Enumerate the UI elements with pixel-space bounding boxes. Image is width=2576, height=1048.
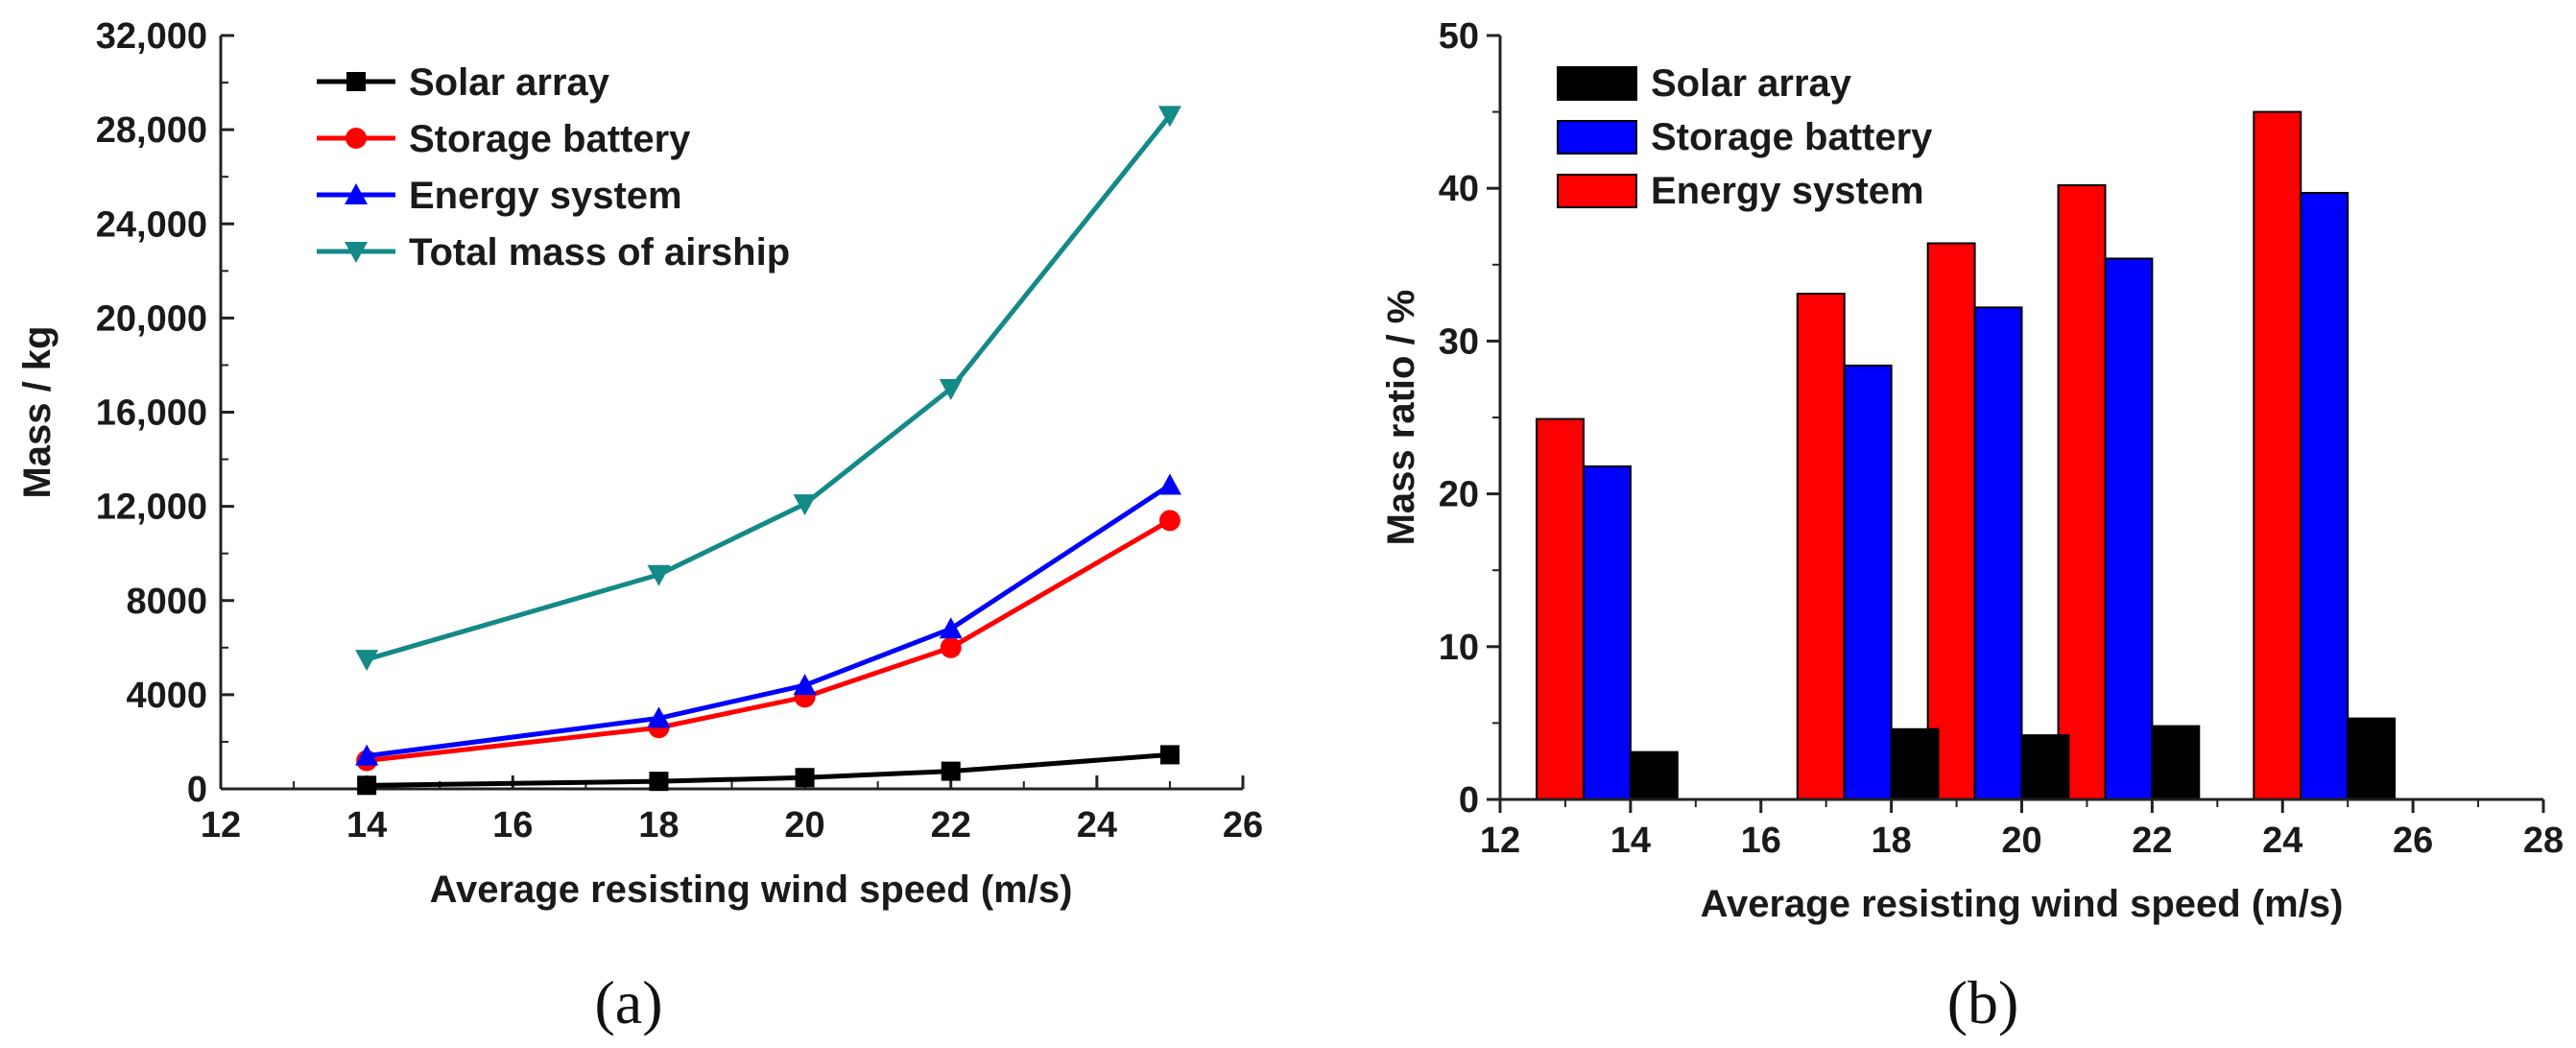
bar xyxy=(1629,750,1679,801)
legend-marker xyxy=(346,72,366,91)
data-point xyxy=(1159,745,1180,765)
bar xyxy=(1926,242,1976,800)
data-point xyxy=(793,674,817,696)
bar xyxy=(1843,364,1893,800)
y-tick-label: 12,000 xyxy=(96,488,207,528)
bar xyxy=(1536,417,1585,800)
x-tick-label: 24 xyxy=(1077,805,1117,846)
x-tick-label: 18 xyxy=(638,805,679,846)
legend: Solar array Storage battery Energy system xyxy=(1557,62,1933,212)
panel-label-a: (a) xyxy=(594,968,662,1036)
legend-label: Total mass of airship xyxy=(409,231,790,274)
legend-marker xyxy=(346,128,367,149)
legend-label: Solar array xyxy=(1651,62,1852,105)
data-point xyxy=(355,744,379,766)
data-point xyxy=(939,378,963,400)
y-tick-label: 20,000 xyxy=(96,298,207,339)
data-point xyxy=(647,706,671,728)
data-point xyxy=(941,761,961,781)
y-tick-label: 0 xyxy=(187,770,207,810)
legend-swatch xyxy=(1557,120,1637,155)
y-tick-label: 24,000 xyxy=(96,204,207,245)
series-line xyxy=(366,483,1172,759)
legend-label: Energy system xyxy=(1651,170,1924,212)
data-point xyxy=(939,617,963,639)
bar xyxy=(2104,257,2154,800)
y-tick-label: 30 xyxy=(1439,322,1479,362)
x-tick-label: 26 xyxy=(1223,805,1263,846)
bar xyxy=(1973,306,2023,801)
y-axis-title: Mass ratio / % xyxy=(1380,290,1422,546)
y-axis-title: Mass / kg xyxy=(16,325,59,498)
panel-label-b: (b) xyxy=(1947,968,2019,1036)
bar xyxy=(1796,293,1846,801)
bars-energy-system xyxy=(1536,110,2302,801)
data-point xyxy=(355,650,379,672)
y-tick-label: 4000 xyxy=(126,676,207,716)
series-energy-system xyxy=(355,473,1181,766)
bar xyxy=(1890,727,1940,801)
series-line xyxy=(367,751,1171,788)
legend-label: Storage battery xyxy=(409,118,691,160)
y-tick-label: 40 xyxy=(1439,169,1479,209)
legend-marker xyxy=(345,183,368,204)
y-tick-label: 8000 xyxy=(126,582,207,622)
x-tick-label: 14 xyxy=(346,805,387,846)
x-tick-label: 26 xyxy=(2393,821,2433,861)
y-tick-label: 32,000 xyxy=(96,16,207,57)
x-tick-label: 16 xyxy=(1741,821,1781,861)
chart-b: 0 10 20 30 40 50 12 14 16 18 20 22 24 26 28 Average res… xyxy=(1380,16,2564,1036)
legend-marker xyxy=(345,242,368,263)
y-tick-label: 0 xyxy=(1459,780,1479,821)
data-point xyxy=(647,564,671,586)
data-point xyxy=(795,768,815,788)
data-point xyxy=(1157,473,1181,495)
x-tick-label: 16 xyxy=(492,805,533,846)
bar xyxy=(2300,191,2349,800)
legend: Solar array Storage battery Energy system T… xyxy=(317,61,790,274)
series-line xyxy=(366,518,1172,764)
x-tick-label: 20 xyxy=(2001,821,2041,861)
bar xyxy=(2151,725,2201,800)
x-tick-label: 14 xyxy=(1610,821,1651,861)
series-storage-battery xyxy=(356,510,1181,772)
data-point xyxy=(1157,106,1181,128)
chart-a: 0 4000 8000 12,000 16,000 20,000 24,000 28,000 3… xyxy=(16,16,1263,1036)
data-point xyxy=(1158,510,1181,532)
y-tick-label: 20 xyxy=(1439,475,1479,515)
bar xyxy=(2020,734,2070,800)
bars-storage-battery xyxy=(1582,191,2349,801)
bars-solar-array xyxy=(1629,717,2397,801)
legend-label: Storage battery xyxy=(1651,116,1933,158)
bar xyxy=(2253,110,2302,801)
y-tick-label: 50 xyxy=(1439,16,1479,57)
y-tick-label: 10 xyxy=(1439,628,1479,668)
x-axis-title: Average resisting wind speed (m/s) xyxy=(1701,883,2344,925)
x-tick-label: 12 xyxy=(1480,821,1520,861)
legend-swatch xyxy=(1557,174,1637,208)
data-point xyxy=(940,636,962,658)
x-tick-label: 20 xyxy=(784,805,824,846)
x-tick-label: 12 xyxy=(201,805,241,846)
bar xyxy=(2347,717,2397,801)
x-tick-label: 18 xyxy=(1871,821,1911,861)
legend-swatch xyxy=(1557,66,1637,101)
y-tick-label: 16,000 xyxy=(96,393,207,434)
series-solar-array xyxy=(357,745,1180,796)
x-tick-label: 28 xyxy=(2523,821,2564,861)
x-tick-label: 24 xyxy=(2262,821,2302,861)
data-point xyxy=(649,772,669,792)
x-tick-label: 22 xyxy=(2132,821,2172,861)
x-tick-label: 22 xyxy=(931,805,971,846)
y-tick-label: 28,000 xyxy=(96,110,207,151)
data-point xyxy=(357,775,377,796)
legend-label: Energy system xyxy=(409,175,682,217)
legend-label: Solar array xyxy=(409,61,610,104)
bar xyxy=(2057,184,2107,801)
bar xyxy=(1582,464,1632,800)
data-point xyxy=(793,494,817,516)
series-total-mass-of-airship xyxy=(355,106,1181,672)
x-axis-title: Average resisting wind speed (m/s) xyxy=(430,869,1073,911)
